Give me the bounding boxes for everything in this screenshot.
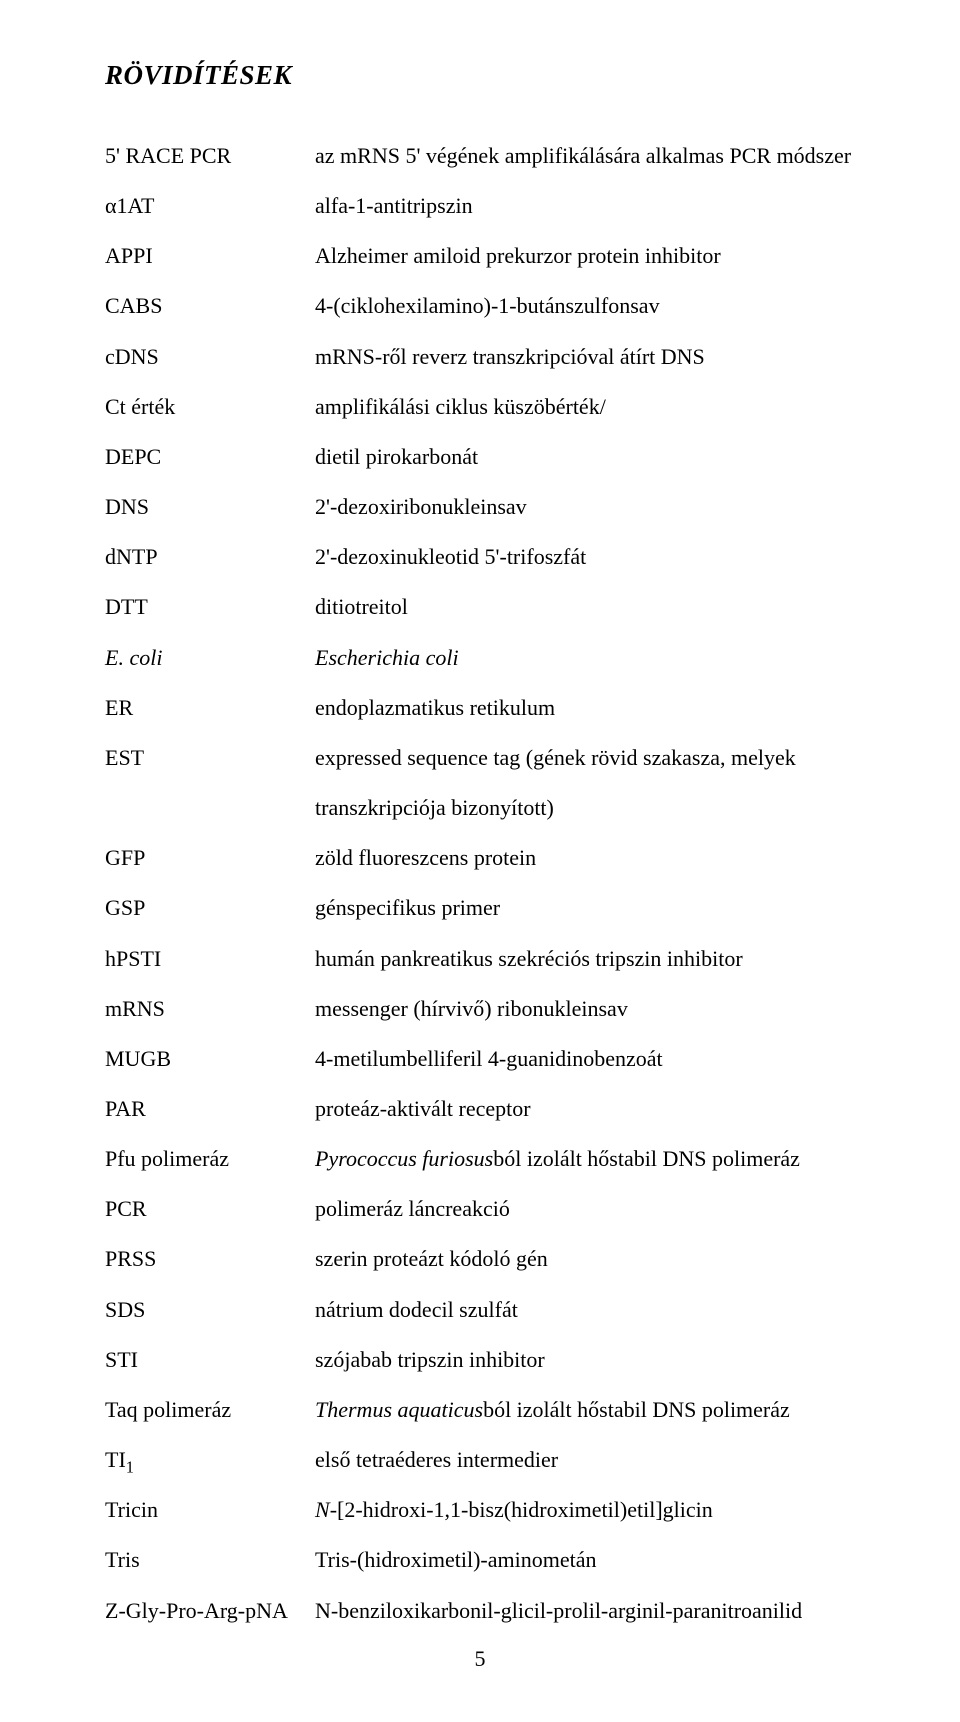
abbreviation: DTT: [105, 582, 315, 632]
list-item: Pfu polimerázPyrococcus furiosusból izol…: [105, 1134, 855, 1184]
abbreviation: ER: [105, 683, 315, 733]
definition-italic-prefix: N: [315, 1497, 330, 1522]
definition-suffix: ból izolált hőstabil DNS polimeráz: [493, 1146, 800, 1171]
definition: Escherichia coli: [315, 633, 855, 683]
list-item: GFPzöld fluoreszcens protein: [105, 833, 855, 883]
abbreviation: Pfu polimeráz: [105, 1134, 315, 1184]
abbreviation: EST: [105, 733, 315, 833]
definition: 4-(ciklohexilamino)-1-butánszulfonsav: [315, 281, 855, 331]
abbreviation: GFP: [105, 833, 315, 883]
abbreviation: Taq polimeráz: [105, 1385, 315, 1435]
abbreviation: α1AT: [105, 181, 315, 231]
abbreviation: 5' RACE PCR: [105, 131, 315, 181]
list-item: ERendoplazmatikus retikulum: [105, 683, 855, 733]
list-item: hPSTIhumán pankreatikus szekréciós trips…: [105, 934, 855, 984]
definition-suffix: -[2-hidroxi-1,1-bisz(hidroximetil)etil]g…: [330, 1497, 713, 1522]
list-item: APPIAlzheimer amiloid prekurzor protein …: [105, 231, 855, 281]
definition: amplifikálási ciklus küszöbérték/: [315, 382, 855, 432]
abbreviation: GSP: [105, 883, 315, 933]
abbreviation: Tris: [105, 1535, 315, 1585]
list-item: SDSnátrium dodecil szulfát: [105, 1285, 855, 1335]
list-item: E. coliEscherichia coli: [105, 633, 855, 683]
list-item: TricinN-[2-hidroxi-1,1-bisz(hidroximetil…: [105, 1485, 855, 1535]
definition: első tetraéderes intermedier: [315, 1435, 855, 1485]
abbreviation: SDS: [105, 1285, 315, 1335]
list-item: cDNSmRNS-ről reverz transzkripcióval átí…: [105, 332, 855, 382]
abbreviation: mRNS: [105, 984, 315, 1034]
abbreviation: cDNS: [105, 332, 315, 382]
definition: alfa-1-antitripszin: [315, 181, 855, 231]
list-item: PCRpolimeráz láncreakció: [105, 1184, 855, 1234]
definition: ditiotreitol: [315, 582, 855, 632]
definition: dietil pirokarbonát: [315, 432, 855, 482]
abbreviation: PAR: [105, 1084, 315, 1134]
definition: N-benziloxikarbonil-glicil-prolil-argini…: [315, 1586, 855, 1636]
abbreviation: APPI: [105, 231, 315, 281]
definition: génspecifikus primer: [315, 883, 855, 933]
abbreviation: MUGB: [105, 1034, 315, 1084]
abbreviation: Tricin: [105, 1485, 315, 1535]
list-item: dNTP2'-dezoxinukleotid 5'-trifoszfát: [105, 532, 855, 582]
abbreviation: Z-Gly-Pro-Arg-pNA: [105, 1586, 315, 1636]
definition: Pyrococcus furiosusból izolált hőstabil …: [315, 1134, 855, 1184]
list-item: ESTexpressed sequence tag (gének rövid s…: [105, 733, 855, 833]
abbreviation: STI: [105, 1335, 315, 1385]
list-item: CABS4-(ciklohexilamino)-1-butánszulfonsa…: [105, 281, 855, 331]
definition: expressed sequence tag (gének rövid szak…: [315, 733, 855, 833]
definition: szerin proteázt kódoló gén: [315, 1234, 855, 1284]
page-number: 5: [0, 1646, 960, 1672]
abbreviation: PRSS: [105, 1234, 315, 1284]
abbreviation: DNS: [105, 482, 315, 532]
list-item: MUGB4-metilumbelliferil 4-guanidinobenzo…: [105, 1034, 855, 1084]
definition: endoplazmatikus retikulum: [315, 683, 855, 733]
definition: proteáz-aktivált receptor: [315, 1084, 855, 1134]
definition: Tris-(hidroximetil)-aminometán: [315, 1535, 855, 1585]
list-item: α1ATalfa-1-antitripszin: [105, 181, 855, 231]
list-item: STIszójabab tripszin inhibitor: [105, 1335, 855, 1385]
list-item: TI1első tetraéderes intermedier: [105, 1435, 855, 1485]
definition: az mRNS 5' végének amplifikálására alkal…: [315, 131, 855, 181]
definition: Alzheimer amiloid prekurzor protein inhi…: [315, 231, 855, 281]
list-item: mRNSmessenger (hírvivő) ribonukleinsav: [105, 984, 855, 1034]
definition: zöld fluoreszcens protein: [315, 833, 855, 883]
definition: mRNS-ről reverz transzkripcióval átírt D…: [315, 332, 855, 382]
list-item: Z-Gly-Pro-Arg-pNAN-benziloxikarbonil-gli…: [105, 1586, 855, 1636]
definition: Thermus aquaticusból izolált hőstabil DN…: [315, 1385, 855, 1435]
definition: messenger (hírvivő) ribonukleinsav: [315, 984, 855, 1034]
list-item: Ct értékamplifikálási ciklus küszöbérték…: [105, 382, 855, 432]
definition-italic-prefix: Thermus aquaticus: [315, 1397, 483, 1422]
list-item: Taq polimerázThermus aquaticusból izolál…: [105, 1385, 855, 1435]
page-title: RÖVIDÍTÉSEK: [105, 60, 855, 91]
abbreviation: hPSTI: [105, 934, 315, 984]
abbreviation: DEPC: [105, 432, 315, 482]
abbreviation: E. coli: [105, 633, 315, 683]
definition: 2'-dezoxiribonukleinsav: [315, 482, 855, 532]
abbreviation: dNTP: [105, 532, 315, 582]
definition: szójabab tripszin inhibitor: [315, 1335, 855, 1385]
definition-suffix: ból izolált hőstabil DNS polimeráz: [483, 1397, 790, 1422]
list-item: GSPgénspecifikus primer: [105, 883, 855, 933]
abbreviation: Ct érték: [105, 382, 315, 432]
list-item: DTTditiotreitol: [105, 582, 855, 632]
list-item: PRSSszerin proteázt kódoló gén: [105, 1234, 855, 1284]
list-item: DEPCdietil pirokarbonát: [105, 432, 855, 482]
definition-italic-prefix: Pyrococcus furiosus: [315, 1146, 493, 1171]
definition: humán pankreatikus szekréciós tripszin i…: [315, 934, 855, 984]
definition: 2'-dezoxinukleotid 5'-trifoszfát: [315, 532, 855, 582]
definition: nátrium dodecil szulfát: [315, 1285, 855, 1335]
list-item: 5' RACE PCRaz mRNS 5' végének amplifikál…: [105, 131, 855, 181]
list-item: DNS2'-dezoxiribonukleinsav: [105, 482, 855, 532]
list-item: PARproteáz-aktivált receptor: [105, 1084, 855, 1134]
abbreviation-list: 5' RACE PCRaz mRNS 5' végének amplifikál…: [105, 131, 855, 1636]
abbreviation: PCR: [105, 1184, 315, 1234]
abbreviation-subscript: 1: [126, 1457, 134, 1476]
abbreviation: TI1: [105, 1435, 315, 1485]
abbreviation: CABS: [105, 281, 315, 331]
definition: N-[2-hidroxi-1,1-bisz(hidroximetil)etil]…: [315, 1485, 855, 1535]
list-item: TrisTris-(hidroximetil)-aminometán: [105, 1535, 855, 1585]
definition: 4-metilumbelliferil 4-guanidinobenzoát: [315, 1034, 855, 1084]
definition: polimeráz láncreakció: [315, 1184, 855, 1234]
